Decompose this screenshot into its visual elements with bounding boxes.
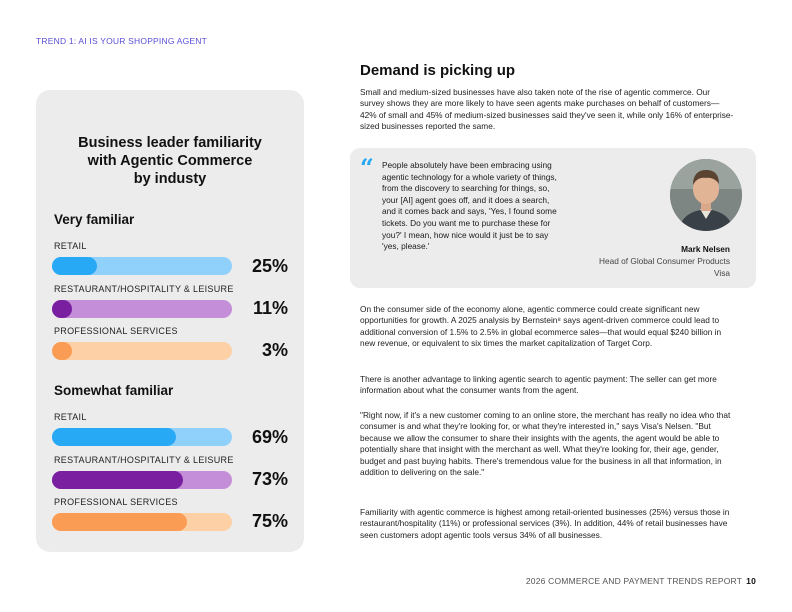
somewhat-familiar-heading: Somewhat familiar [54, 383, 174, 398]
industry-label: RESTAURANT/HOSPITALITY & LEISURE [54, 284, 234, 294]
trend-label: TREND 1: AI IS YOUR SHOPPING AGENT [36, 36, 208, 46]
bar-track [52, 342, 232, 360]
card-title: Business leader familiarity with Agentic… [36, 134, 304, 188]
bar-track [52, 300, 232, 318]
bar-fill [52, 471, 184, 489]
bar-fill [52, 342, 72, 360]
portrait-icon [670, 159, 742, 231]
bar-track [52, 428, 232, 446]
industry-label: PROFESSIONAL SERVICES [54, 326, 178, 336]
page-number: 10 [746, 576, 756, 586]
quote-author-company: Visa [714, 268, 730, 278]
article-paragraph: There is another advantage to linking ag… [360, 374, 717, 396]
very-familiar-heading: Very familiar [54, 212, 135, 227]
percent-value: 75% [251, 511, 288, 531]
page-footer: 2026 COMMERCE AND PAYMENT TRENDS REPORT 1… [526, 576, 756, 586]
bar-fill [52, 428, 177, 446]
industry-label: RETAIL [54, 412, 87, 422]
card-title-line: Business leader familiarity [78, 135, 262, 151]
bar-track [52, 257, 232, 275]
quote-icon: “ [360, 153, 374, 182]
quote-author-role: Head of Global Consumer Products [599, 256, 730, 266]
article-heading: Demand is picking up [360, 62, 516, 79]
industry-label: RESTAURANT/HOSPITALITY & LEISURE [54, 455, 234, 465]
quote-text: People absolutely have been embracing us… [382, 160, 557, 252]
bar-track [52, 471, 232, 489]
quote-author-name: Mark Nelsen [681, 244, 730, 254]
percent-value: 3% [261, 340, 288, 360]
card-title-line: with Agentic Commerce [87, 153, 253, 169]
article-paragraph: On the consumer side of the economy alon… [360, 304, 722, 349]
article-paragraph: "Right now, if it's a new customer comin… [360, 410, 731, 478]
bar-fill [52, 513, 187, 531]
familiarity-card: Business leader familiarity with Agentic… [36, 90, 304, 552]
article-paragraph: Familiarity with agentic commerce is hig… [360, 507, 730, 540]
article-paragraph: Small and medium-sized businesses have a… [360, 87, 734, 132]
percent-value: 73% [251, 469, 288, 489]
bar-fill [52, 257, 97, 275]
percent-value: 25% [251, 256, 288, 276]
report-title: 2026 COMMERCE AND PAYMENT TRENDS REPORT [525, 576, 743, 586]
industry-label: PROFESSIONAL SERVICES [54, 497, 178, 507]
percent-value: 69% [251, 427, 288, 447]
bar-fill [52, 300, 72, 318]
card-title-line: by industy [133, 171, 207, 187]
pull-quote: “ People absolutely have been embracing … [350, 148, 756, 288]
industry-label: RETAIL [54, 241, 87, 251]
percent-value: 11% [252, 298, 288, 318]
bar-track [52, 513, 232, 531]
